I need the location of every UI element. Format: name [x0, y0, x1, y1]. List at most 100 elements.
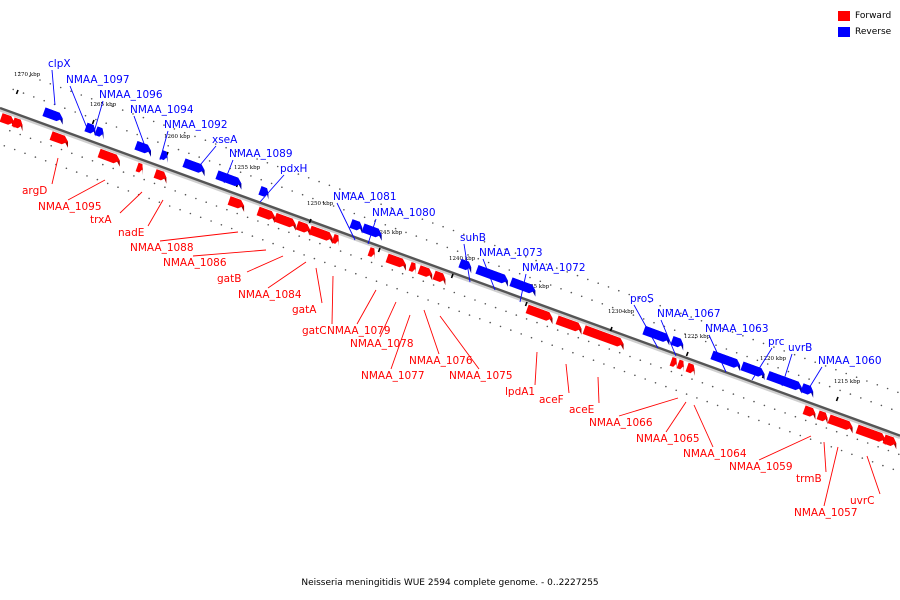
- track-dot: [518, 272, 521, 275]
- forward-gene-block-body: [273, 213, 296, 228]
- gene-label-group: NMAA_1057: [794, 446, 858, 519]
- gene-label-trmb: trmB: [796, 473, 822, 485]
- track-dot: [425, 239, 428, 241]
- track-dot: [489, 321, 492, 324]
- leader-line: [823, 446, 839, 507]
- track-dot: [570, 291, 573, 294]
- track-dot: [856, 438, 859, 441]
- forward-gene-block-body: [135, 162, 143, 173]
- track-dot: [777, 367, 779, 369]
- track-dot: [163, 124, 165, 126]
- track-dot: [629, 355, 631, 358]
- track-dot: [343, 209, 345, 211]
- track-dot: [608, 348, 611, 350]
- track-dot: [887, 449, 890, 452]
- track-dot: [339, 188, 341, 190]
- track-dot: [742, 335, 744, 337]
- track-dot: [711, 323, 713, 326]
- track-dot: [322, 201, 325, 204]
- track-dot: [529, 276, 531, 279]
- track-dot: [556, 329, 559, 331]
- forward-gene-block: [97, 148, 120, 167]
- track-dot: [34, 156, 37, 158]
- track-dot: [188, 152, 190, 155]
- track-dot: [350, 254, 352, 256]
- reverse-gene-block-body: [94, 126, 104, 137]
- track-dot: [789, 430, 791, 433]
- track-dot: [549, 284, 552, 286]
- gene-label-group: NMAA_1066: [589, 397, 679, 429]
- gene-label-group: NMAA_1096: [93, 89, 163, 133]
- leader-line: [665, 401, 687, 433]
- track-dot: [65, 167, 68, 170]
- track-dot: [18, 71, 21, 74]
- track-dot: [437, 303, 440, 305]
- gene-label-group: NMAA_1092: [159, 119, 228, 161]
- track-dot: [866, 380, 868, 382]
- track-dot: [611, 306, 614, 309]
- leader-line: [751, 347, 773, 381]
- track-dot: [214, 143, 217, 145]
- track-dot: [787, 370, 790, 373]
- gene-label-group: NMAA_1063: [705, 323, 769, 373]
- track-dot: [877, 446, 879, 448]
- track-dot: [520, 333, 522, 335]
- gene-label-group: NMAA_1073: [479, 247, 543, 291]
- forward-gene-block: [49, 131, 68, 148]
- track-dot: [535, 259, 537, 262]
- backbone-shadow: [0, 108, 900, 440]
- gene-label-nmaa-1073: NMAA_1073: [479, 247, 543, 259]
- track-dot: [784, 412, 786, 414]
- track-dot: [721, 327, 723, 330]
- track-dot: [632, 314, 635, 316]
- track-dot: [59, 86, 62, 89]
- gene-label-group: NMAA_1089: [223, 148, 293, 184]
- track-dot: [799, 434, 802, 437]
- legend-label-reverse: Reverse: [855, 27, 892, 37]
- gene-label-gatb: gatB: [217, 273, 241, 285]
- leader-line: [534, 351, 538, 386]
- track-dot: [349, 192, 351, 194]
- track-dot: [396, 287, 398, 290]
- track-dot: [241, 231, 243, 234]
- track-dot: [846, 434, 848, 437]
- kbp-tick-mark: [835, 396, 839, 402]
- gene-label-group: NMAA_1084: [238, 261, 307, 301]
- reverse-gene-block: [94, 126, 104, 140]
- forward-gene-block: [582, 325, 624, 350]
- track-dot: [257, 220, 259, 222]
- track-dot: [483, 241, 486, 243]
- forward-gene-block-body: [0, 113, 15, 125]
- track-dot: [111, 105, 114, 108]
- forward-gene-block: [273, 213, 296, 231]
- forward-gene-block-body: [555, 315, 582, 332]
- track-dot: [319, 242, 321, 245]
- reverse-gene-block: [509, 277, 536, 297]
- leader-line: [597, 376, 600, 404]
- track-dot: [603, 363, 605, 365]
- track-dot: [106, 182, 109, 185]
- track-dot: [804, 419, 807, 422]
- gene-label-group: trmB: [796, 441, 827, 485]
- track-dot: [204, 139, 207, 141]
- track-dot: [443, 288, 445, 290]
- gene-label-nmaa-1065: NMAA_1065: [636, 433, 700, 445]
- forward-gene-block-body: [882, 434, 897, 446]
- forward-gene-block: [308, 225, 333, 245]
- track-dot: [235, 150, 238, 153]
- forward-gene-block: [432, 270, 446, 286]
- reverse-gene-block: [349, 219, 363, 234]
- leader-line: [69, 85, 88, 129]
- gene-label-gata: gatA: [292, 304, 317, 316]
- track-dot: [597, 282, 599, 285]
- track-dot: [406, 291, 409, 294]
- gene-label-xsea: xseA: [212, 134, 238, 146]
- track-dot: [814, 361, 816, 364]
- gene-label-nmaa-1097: NMAA_1097: [66, 74, 130, 86]
- track-dot: [401, 272, 404, 275]
- track-dot: [582, 355, 584, 358]
- track-dot: [591, 299, 593, 301]
- gene-label-group: suhB: [460, 232, 486, 283]
- track-dot: [580, 295, 583, 298]
